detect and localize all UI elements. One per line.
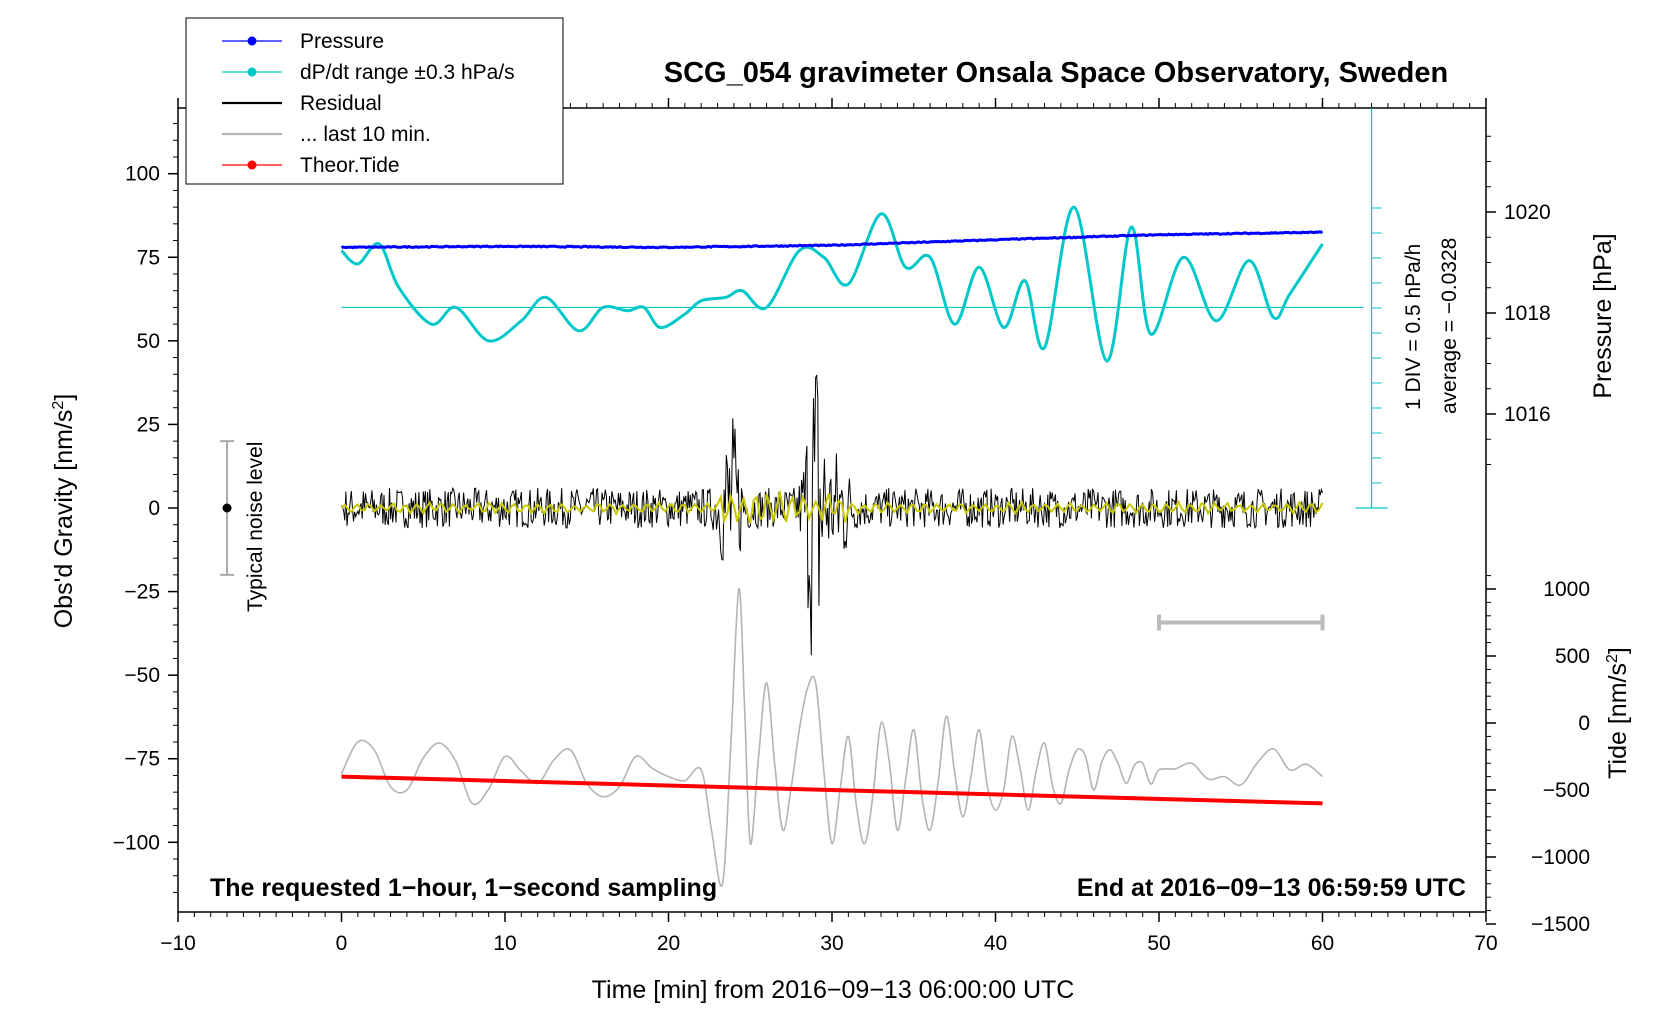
legend-label: Residual	[300, 92, 382, 115]
x-tick-label: 70	[1474, 932, 1497, 955]
y-axis-title-tide-end: ]	[1604, 647, 1632, 654]
series-residual	[341, 374, 1323, 656]
x-axis-title: Time [min] from 2016−09−13 06:00:00 UTC	[592, 976, 1075, 1004]
y-axis-title-pressure: Pressure [hPa]	[1589, 233, 1617, 398]
x-tick-label: 0	[336, 932, 348, 955]
pressure-tick-label: 1020	[1504, 201, 1551, 224]
y-axis-title-tide: Tide [nm/s2]	[1604, 647, 1632, 779]
pressure-scale-div-label: 1 DIV = 0.5 hPa/h	[1402, 244, 1425, 410]
pressure-tick-label: 1018	[1504, 302, 1551, 325]
x-tick-label: −10	[160, 932, 196, 955]
y-axis-title-tide-main: Tide [nm/s	[1604, 663, 1632, 779]
noise-level-label: Typical noise level	[244, 442, 267, 612]
x-tick-label: 60	[1311, 932, 1334, 955]
series-dpdt	[340, 205, 1324, 363]
y-axis-title-tide-sup: 2	[1604, 654, 1621, 663]
y-tick-label: −75	[124, 748, 160, 771]
x-tick-label: 10	[493, 932, 516, 955]
legend-marker	[247, 36, 257, 46]
y-tick-label: 25	[137, 413, 160, 436]
pressure-tick-labels: 1020 1018 1016	[1504, 201, 1551, 426]
pressure-tick-label: 1016	[1504, 403, 1551, 426]
y-axis-title-left: Obs'd Gravity [nm/s2]	[50, 394, 78, 629]
annotation-end-time: End at 2016−09−13 06:59:59 UTC	[1077, 874, 1466, 902]
legend-box	[185, 17, 564, 185]
chart-title: SCG_054 gravimeter Onsala Space Observat…	[664, 57, 1448, 89]
noise-center-dot	[222, 503, 232, 513]
tide-tick-label: −1000	[1531, 846, 1590, 869]
series-group	[340, 205, 1364, 888]
noise-level-marker	[220, 440, 235, 576]
tide-tick-label: 1000	[1543, 578, 1590, 601]
legend-marker	[247, 67, 257, 77]
series-last-10-min	[340, 588, 1324, 888]
y-axis-title-left-end: ]	[50, 394, 78, 401]
y-tick-label: 50	[137, 330, 160, 353]
tide-tick-label: 0	[1578, 712, 1590, 735]
series-theor-tide	[341, 774, 1323, 806]
y-tick-label: −50	[124, 664, 160, 687]
x-tick-label: 50	[1147, 932, 1170, 955]
y-tick-labels-left: 100 75 50 25 0 −25 −50 −75 −100	[113, 163, 160, 855]
series-smoothed-residual	[340, 491, 1324, 524]
tide-tick-labels: 1000 500 0 −500 −1000 −1500	[1531, 578, 1590, 936]
legend-label: Pressure	[300, 30, 384, 53]
x-tick-label: 30	[820, 932, 843, 955]
x-tick-label: 40	[984, 932, 1007, 955]
pressure-scale-bar	[1355, 108, 1388, 509]
y-axis-title-left-main: Obs'd Gravity [nm/s	[50, 410, 78, 629]
y-tick-label: 100	[125, 163, 160, 186]
tide-tick-label: −500	[1543, 779, 1590, 802]
legend-marker	[247, 160, 257, 170]
y-tick-label: 0	[148, 497, 160, 520]
y-tick-label: −25	[124, 581, 160, 604]
legend-label: Theor.Tide	[300, 154, 400, 177]
last-10-min-bar	[1157, 614, 1325, 631]
legend: Pressure dP/dt range ±0.3 hPa/s Residual..…	[222, 30, 515, 177]
y-tick-label: 75	[137, 246, 160, 269]
legend-label: ... last 10 min.	[300, 123, 431, 146]
y-tick-label: −100	[113, 831, 160, 854]
x-tick-labels: −10 0 10 20 30 40 50 60 70	[160, 932, 1497, 955]
y-axis-title-left-sup: 2	[50, 401, 67, 410]
tide-tick-label: 500	[1555, 645, 1590, 668]
x-tick-label: 20	[657, 932, 680, 955]
series-pressure	[340, 230, 1323, 250]
pressure-scale-average-label: average = −0.0328	[1438, 238, 1461, 414]
tide-tick-label: −1500	[1531, 913, 1590, 936]
annotation-sampling: The requested 1−hour, 1−second sampling	[210, 874, 717, 902]
legend-label: dP/dt range ±0.3 hPa/s	[300, 61, 515, 84]
